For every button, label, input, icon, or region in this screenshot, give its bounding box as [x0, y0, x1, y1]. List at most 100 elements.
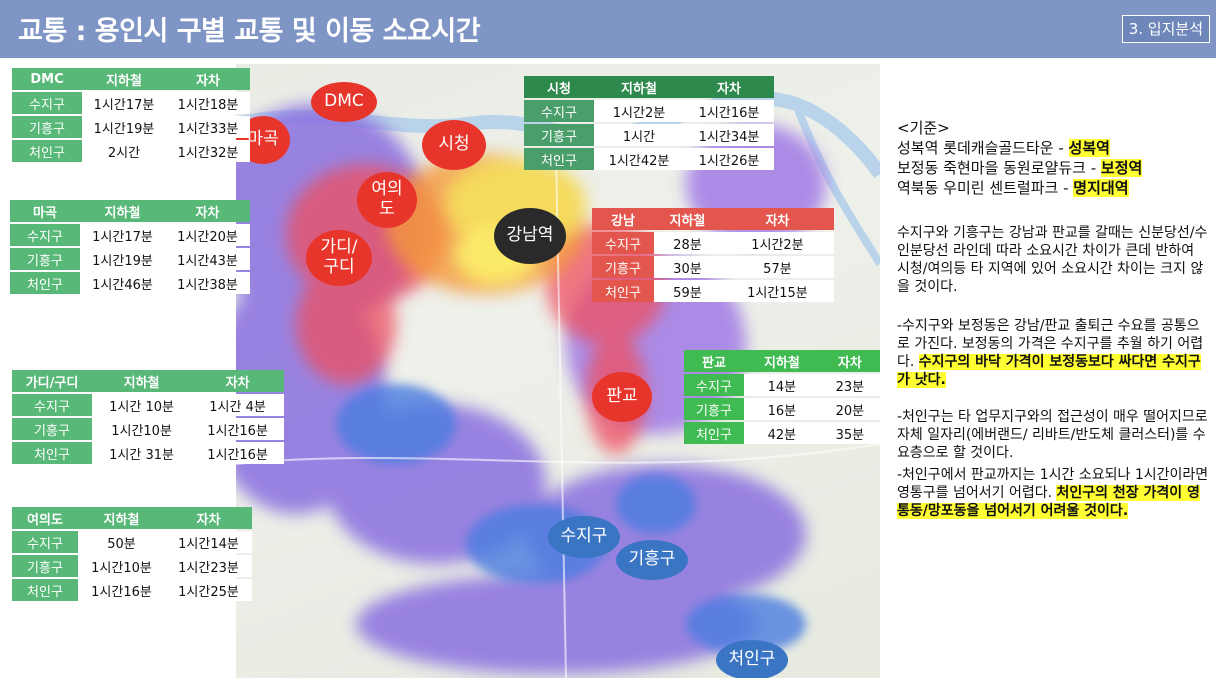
table-head: 가디/구디: [12, 370, 92, 392]
table-row: 기흥구 30분 57분: [592, 256, 834, 278]
table-pangyo: 판교 지하철 자차 수지구 14분 23분 기흥구 16분 20분 처인구 42분 35분: [684, 348, 880, 446]
table-row: 수지구 14분 23분: [684, 374, 880, 396]
cell: 1시간18분: [166, 92, 250, 114]
table-head: 자차: [819, 350, 880, 372]
row-label: 처인구: [684, 422, 744, 444]
cell: 50분: [78, 531, 165, 553]
table-row: 수지구 1시간2분 1시간16분: [524, 100, 774, 122]
cell: 1시간17분: [80, 224, 165, 246]
table-cityhall: 시청 지하철 자차 수지구 1시간2분 1시간16분 기흥구 1시간 1시간34분 처인구 1…: [524, 74, 774, 172]
bubble-gangnam: 강남역: [494, 208, 566, 264]
cell: 1시간26분: [684, 148, 774, 170]
table-magok: 마곡 지하철 자차 수지구 1시간17분 1시간20분 기흥구 1시간19분 1시간43분 …: [10, 198, 250, 296]
row-label: 수지구: [684, 374, 744, 396]
table-gadi: 가디/구디 지하철 자차 수지구 1시간 10분 1시간 4분 기흥구 1시간10분 1시간…: [12, 368, 284, 466]
table-head: 시청: [524, 76, 594, 98]
row-label: 처인구: [12, 442, 92, 464]
table-row: 수지구 1시간 10분 1시간 4분: [12, 394, 284, 416]
cell: 30분: [654, 256, 721, 278]
row-label: 처인구: [524, 148, 594, 170]
table-head: 지하철: [594, 76, 684, 98]
bubble-dmc: DMC: [311, 82, 377, 122]
table-head: 자차: [191, 370, 284, 392]
cell: 1시간38분: [165, 272, 250, 294]
cell: 1시간17분: [82, 92, 166, 114]
cell: 14분: [744, 374, 820, 396]
table-row: 처인구 1시간46분 1시간38분: [10, 272, 250, 294]
table-head: 지하철: [654, 208, 721, 230]
criteria-line: 역북동 우미린 센트럴파크 - 명지대역: [897, 178, 1209, 198]
table-row: 처인구 2시간 1시간32분: [12, 140, 250, 162]
table-row: 기흥구 16분 20분: [684, 398, 880, 420]
cell: 1시간 4분: [191, 394, 284, 416]
analysis-paragraph-2: -수지구와 보정동은 강남/판교 출퇴근 수요를 공통으로 가진다. 보정동의 …: [897, 317, 1209, 389]
row-label: 기흥구: [524, 124, 594, 146]
criteria-title: <기준>: [897, 119, 950, 137]
bubble-cityhall: 시청: [422, 120, 486, 170]
table-row: 처인구 1시간42분 1시간26분: [524, 148, 774, 170]
cell: 1시간34분: [684, 124, 774, 146]
row-label: 기흥구: [12, 116, 82, 138]
row-label: 수지구: [12, 531, 78, 553]
analysis-paragraph-4: -처인구에서 판교까지는 1시간 소요되나 1시간이라면 영통구를 넘어서기 어…: [897, 466, 1209, 520]
paragraph-highlight: 수지구의 바닥 가격이 보정동보다 싸다면 수지구가 낫다.: [897, 354, 1201, 388]
table-head: 자차: [684, 76, 774, 98]
cell: 1시간16분: [191, 418, 284, 440]
table-dmc: DMC 지하철 자차 수지구 1시간17분 1시간18분 기흥구 1시간19분 1시간33분…: [12, 66, 250, 164]
row-label: 처인구: [12, 140, 82, 162]
cell: 35분: [819, 422, 880, 444]
row-label: 처인구: [10, 272, 80, 294]
cell: 1시간19분: [82, 116, 166, 138]
row-label: 기흥구: [10, 248, 80, 270]
cell: 1시간19분: [80, 248, 165, 270]
table-head: 자차: [165, 507, 252, 529]
paragraph-text: -처인구에서 판교까지는 1시간 소요되나 1시간이라면 영통구를 넘어서기 어…: [897, 467, 1209, 501]
cell: 1시간16분: [78, 579, 165, 601]
table-row: 기흥구 1시간10분 1시간16분: [12, 418, 284, 440]
criteria-highlight: 보정역: [1100, 159, 1143, 177]
criteria-text: 성복역 롯데캐슬골드타운 -: [897, 139, 1069, 157]
header-bar: 교통 : 용인시 구별 교통 및 이동 소요시간 3. 입지분석: [0, 0, 1216, 58]
cell: 1시간43분: [165, 248, 250, 270]
page-title: 교통 : 용인시 구별 교통 및 이동 소요시간: [18, 16, 481, 47]
row-label: 수지구: [10, 224, 80, 246]
table-row: 수지구 28분 1시간2분: [592, 232, 834, 254]
table-row: 기흥구 1시간19분 1시간43분: [10, 248, 250, 270]
cell: 1시간32분: [166, 140, 250, 162]
cell: 1시간16분: [191, 442, 284, 464]
row-label: 처인구: [12, 579, 78, 601]
criteria-text: 역북동 우미린 센트럴파크 -: [897, 179, 1074, 197]
bubble-yeouido: 여의 도: [357, 172, 417, 228]
cell: 20분: [819, 398, 880, 420]
cell: 23분: [819, 374, 880, 396]
cell: 1시간46분: [80, 272, 165, 294]
cell: 1시간2분: [594, 100, 684, 122]
row-label: 기흥구: [12, 418, 92, 440]
table-head: 지하철: [80, 200, 165, 222]
cell: 1시간16분: [684, 100, 774, 122]
row-label: 기흥구: [684, 398, 744, 420]
cell: 1시간 31분: [92, 442, 192, 464]
table-head: 자차: [166, 68, 250, 90]
cell: 1시간14분: [165, 531, 252, 553]
paragraph-text: -수지구와 보정동은 강남/판교 출퇴근 수요를 공통으로 가진다. 보정동의 …: [897, 318, 1204, 370]
cell: 2시간: [82, 140, 166, 162]
table-row: 기흥구 1시간19분 1시간33분: [12, 116, 250, 138]
table-head: 자차: [165, 200, 250, 222]
table-head: 판교: [684, 350, 744, 372]
cell: 1시간33분: [166, 116, 250, 138]
criteria-line: 성복역 롯데캐슬골드타운 - 성복역: [897, 138, 1209, 158]
table-head: 강남: [592, 208, 654, 230]
criteria-highlight: 성복역: [1068, 139, 1110, 157]
table-row: 처인구 59분 1시간15분: [592, 280, 834, 302]
criteria-text: 보정동 죽현마을 동원로얄듀크 -: [897, 159, 1101, 177]
table-head: 지하철: [744, 350, 820, 372]
table-row: 처인구 1시간16분 1시간25분: [12, 579, 252, 601]
bubble-cheoin: 처인구: [716, 640, 788, 678]
cell: 42분: [744, 422, 820, 444]
row-label: 수지구: [592, 232, 654, 254]
table-row: 수지구 50분 1시간14분: [12, 531, 252, 553]
table-row: 수지구 1시간17분 1시간20분: [10, 224, 250, 246]
table-yeouido: 여의도 지하철 자차 수지구 50분 1시간14분 기흥구 1시간10분 1시간23분 처인…: [12, 505, 252, 603]
cell: 1시간 10분: [92, 394, 192, 416]
